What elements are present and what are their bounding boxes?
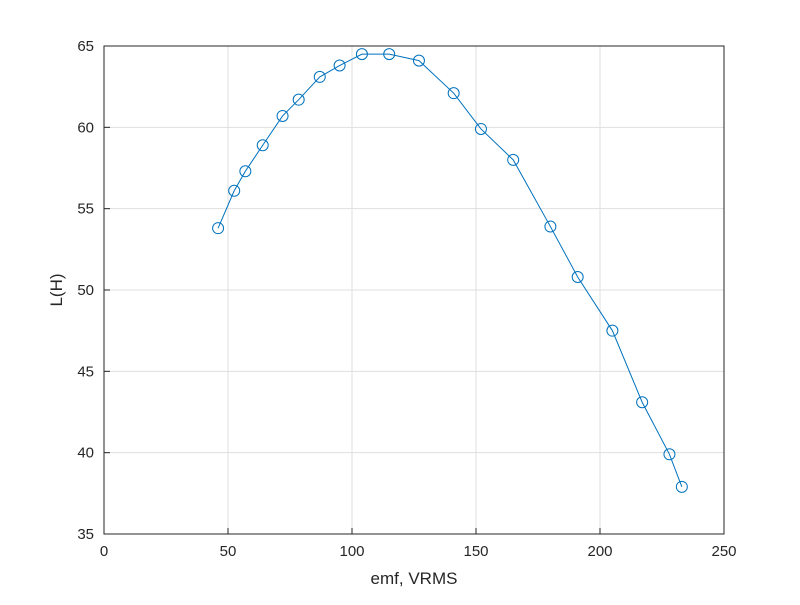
y-tick-label: 65: [77, 38, 94, 55]
data-point-marker: [663, 448, 676, 461]
x-tick-label: 50: [220, 543, 237, 560]
data-point-marker: [355, 48, 368, 61]
x-axis-label: emf, VRMS: [371, 569, 458, 588]
x-tick-label: 150: [463, 543, 488, 560]
y-axis-label: L(H): [47, 273, 66, 306]
data-markers: [212, 48, 688, 493]
data-point-marker: [507, 153, 520, 166]
data-point-marker: [606, 324, 619, 337]
data-point-marker: [474, 122, 487, 135]
x-tick-label: 0: [100, 543, 108, 560]
data-point-marker: [228, 184, 241, 197]
grid: [104, 46, 724, 534]
y-tick-label: 45: [77, 363, 94, 380]
data-point-marker: [447, 87, 460, 100]
data-point-marker: [544, 220, 557, 233]
data-point-marker: [383, 48, 396, 61]
data-point-marker: [412, 54, 425, 67]
y-tick-label: 60: [77, 119, 94, 136]
y-tick-label: 50: [77, 282, 94, 299]
data-point-marker: [675, 480, 688, 493]
data-point-marker: [292, 93, 305, 106]
y-tick-label: 55: [77, 201, 94, 218]
y-tick-label: 35: [77, 526, 94, 543]
data-point-marker: [313, 70, 326, 83]
data-point-marker: [212, 222, 225, 235]
data-point-marker: [571, 270, 584, 283]
data-point-marker: [239, 165, 252, 178]
x-tick-label: 200: [587, 543, 612, 560]
data-point-marker: [256, 139, 269, 152]
y-tick-label: 40: [77, 445, 94, 462]
data-point-marker: [333, 59, 346, 72]
x-tick-label: 250: [711, 543, 736, 560]
x-tick-label: 100: [339, 543, 364, 560]
data-point-marker: [636, 396, 649, 409]
data-point-marker: [276, 109, 289, 122]
axis-ticks: 0 50 100 150 200 250 35 40 45 50 55 60 65: [77, 38, 736, 560]
